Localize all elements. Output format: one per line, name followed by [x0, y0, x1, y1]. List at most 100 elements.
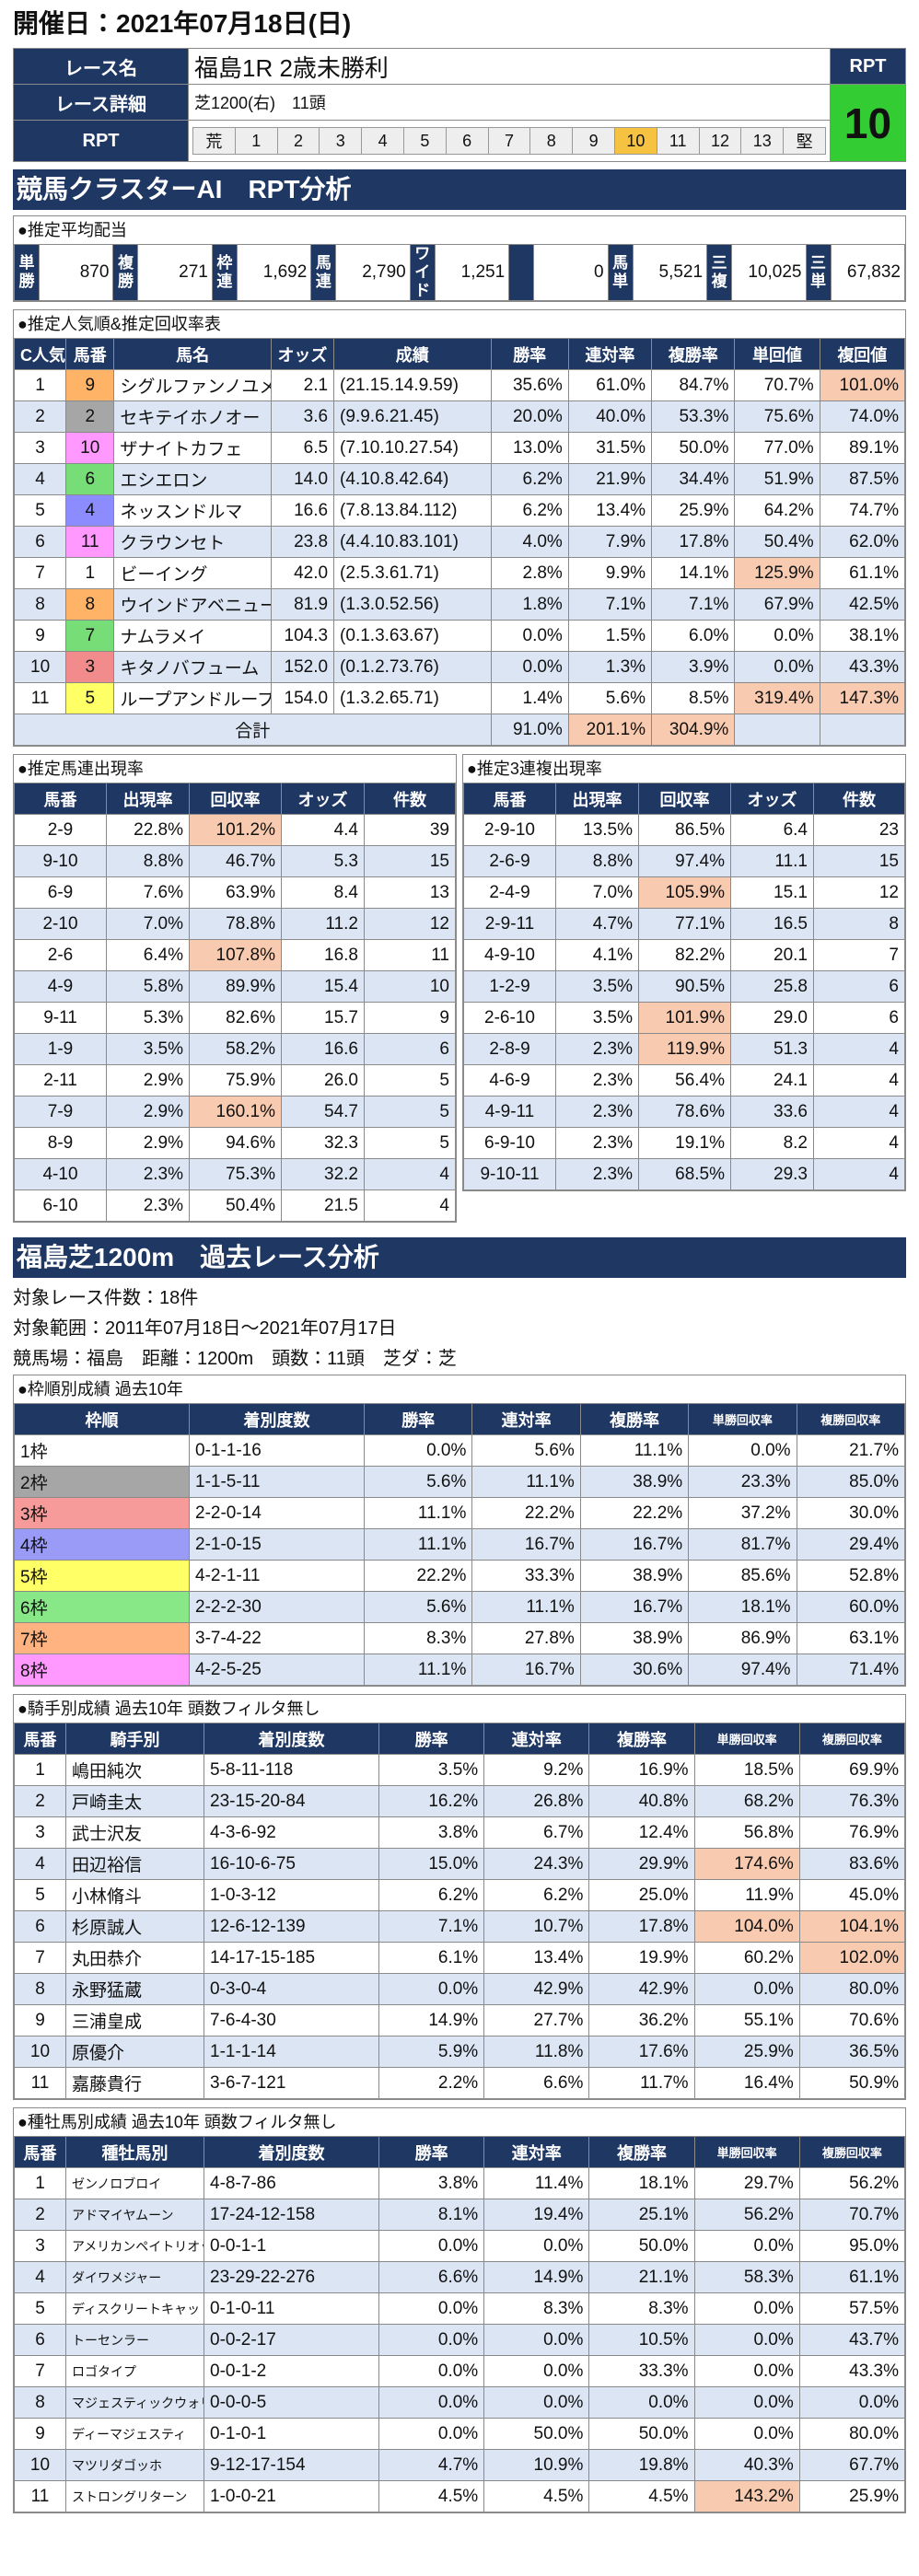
table-cell: 15	[364, 845, 456, 877]
table-cell: 1枠	[14, 1434, 190, 1467]
table-cell: 0-0-2-17	[204, 2324, 379, 2356]
table-cell: 9	[14, 2004, 66, 2036]
table-cell: 16.2%	[378, 1785, 485, 1817]
table-row: 2 2 セキテイホノオー 3.6 (9.9.6.21.45) 20.0% 40.0% 53.3…	[13, 400, 906, 433]
table-row: 2-9 22.8% 101.2% 4.4 39	[14, 814, 456, 846]
table-cell: 0.0%	[378, 2355, 485, 2387]
table-cell: 26.8%	[483, 1785, 590, 1817]
table-cell: 94.6%	[189, 1127, 282, 1159]
table-cell: 43.3%	[798, 2355, 906, 2387]
table-cell: (21.15.14.9.59)	[333, 369, 492, 401]
table-cell: 11.1%	[471, 1466, 581, 1498]
table-cell: 11.1	[730, 845, 814, 877]
table-cell: 8.3%	[588, 2292, 695, 2325]
table-cell: 6.7%	[483, 1816, 590, 1849]
column-header: 複勝率	[588, 2136, 695, 2168]
table-cell: 0.0%	[490, 620, 569, 652]
table-cell: 20.0%	[490, 400, 569, 433]
table-cell: 16.7%	[579, 1528, 690, 1561]
table-row: 4-9-10 4.1% 82.2% 20.1 7	[463, 939, 905, 971]
table-cell: 0.0%	[798, 2386, 906, 2419]
table-cell: 0.0%	[693, 2418, 800, 2450]
table-cell: ロゴタイプ	[65, 2355, 204, 2387]
column-header: 馬番	[14, 783, 107, 815]
side-by-side: ●推定馬連出現率 馬番 出現率 回収率 オッズ 件数 2-9 22.8% 101.2% 4.4 3…	[13, 754, 906, 1230]
rpt-head: RPT	[830, 48, 906, 85]
table-cell: 9-11	[14, 1002, 107, 1034]
table-cell: 2.8%	[490, 557, 569, 589]
table-cell: 6.0%	[651, 620, 736, 652]
table-cell: 0-1-0-1	[204, 2418, 379, 2450]
table-cell: 1	[14, 1754, 66, 1786]
table-cell: 53.3%	[651, 400, 736, 433]
table-cell: 101.0%	[819, 369, 906, 401]
table-cell: (1.3.0.52.56)	[333, 588, 492, 621]
table-cell: 67.7%	[798, 2449, 906, 2481]
table-cell: 4	[65, 494, 115, 527]
table-cell: 18.1%	[588, 2167, 695, 2199]
table-cell: 9	[14, 2418, 66, 2450]
table-cell: 6-9-10	[463, 1127, 556, 1159]
table-cell: 戸崎圭太	[65, 1785, 204, 1817]
table-cell: 52.8%	[796, 1560, 906, 1592]
table-cell: 4.5%	[483, 2480, 590, 2512]
table-cell: 23.3%	[688, 1466, 797, 1498]
table-cell: 0.0%	[734, 651, 820, 683]
table-cell: ディスクリートキャット	[65, 2292, 204, 2325]
table-cell: 18.5%	[693, 1754, 800, 1786]
table-cell: 2.1	[270, 369, 335, 401]
table-cell: 75.9%	[189, 1064, 282, 1097]
total-cell: 304.9%	[651, 714, 736, 746]
table-cell: 10.9%	[483, 2449, 590, 2481]
table-row: 4-6-9 2.3% 56.4% 24.1 4	[463, 1064, 905, 1097]
column-header: 複勝回収率	[798, 2136, 906, 2168]
table-cell: 5	[364, 1127, 456, 1159]
table-cell: 86.9%	[688, 1622, 797, 1654]
table-cell: 4	[14, 2261, 66, 2293]
table-cell: 89.9%	[189, 970, 282, 1003]
section-title: 福島芝1200m 過去レース分析	[13, 1237, 906, 1278]
rpt-scale-item: 13	[740, 127, 785, 155]
payout-row: 単勝 870 複勝 271 枠連 1,692 馬連 2,790 ワイド 1,251 0 馬単 5,521…	[14, 244, 905, 301]
table-cell: 4枠	[14, 1528, 190, 1561]
table-cell: 8	[13, 588, 67, 621]
table-cell: 90.5%	[638, 970, 731, 1003]
table-row: 2-6-9 8.8% 97.4% 11.1 15	[463, 845, 905, 877]
table-row: 3 10 ザナイトカフェ 6.5 (7.10.10.27.54) 13.0% 31.5% 50…	[13, 432, 906, 464]
table-cell: 4.5%	[588, 2480, 695, 2512]
table-cell: 12	[364, 908, 456, 940]
box-title: ●枠順別成績 過去10年	[17, 1380, 183, 1398]
table-cell: 4-10	[14, 1158, 107, 1190]
table-cell: ナムラメイ	[113, 620, 272, 652]
table-row: 5 小林脩斗 1-0-3-12 6.2% 6.2% 25.0% 11.9% 45.0%	[14, 1879, 906, 1911]
table-cell: 2-6-10	[463, 1002, 556, 1034]
table-cell: 68.2%	[693, 1785, 800, 1817]
table-cell: 6	[14, 2324, 66, 2356]
rpt-scale-item: 1	[234, 127, 278, 155]
table-cell: 101.2%	[189, 814, 282, 846]
payout-value: 870	[38, 244, 114, 301]
table-cell: 7.1%	[378, 1910, 485, 1943]
table-cell: 4	[364, 1189, 456, 1222]
table-cell: ストロングリターン	[65, 2480, 204, 2512]
table-cell: 0.0%	[483, 2386, 590, 2419]
column-header: オッズ	[730, 783, 814, 815]
table-cell: 16.6	[281, 1033, 365, 1065]
payout-value: 10,025	[731, 244, 807, 301]
payout-table: 単勝 870 複勝 271 枠連 1,692 馬連 2,790 ワイド 1,251 0 馬単 5,521…	[14, 244, 905, 301]
table-cell: 18.1%	[688, 1591, 797, 1623]
table-cell: 30.6%	[579, 1654, 690, 1686]
table-cell: 4-6-9	[463, 1064, 556, 1097]
table-cell: 6.5	[270, 432, 335, 464]
data-table: 馬番 騎手別 着別度数 勝率 連対率 複勝率 単勝回収率 複勝回収率 1 嶋田純次 5-8-11-1…	[14, 1723, 906, 2099]
rpt-scale: 荒 1 2 3 4 5 6 7 8 9 10 11 12 13 堅	[192, 127, 826, 155]
table-row: 1-9 3.5% 58.2% 16.6 6	[14, 1033, 456, 1065]
table-cell: 101.9%	[638, 1002, 731, 1034]
table-cell: 9	[13, 620, 67, 652]
table-cell: 5	[14, 1879, 66, 1911]
table-cell: 2枠	[14, 1466, 190, 1498]
table-cell: 22.2%	[579, 1497, 690, 1529]
table-cell: 2.3%	[106, 1189, 190, 1222]
column-header: 複勝率	[579, 1403, 690, 1435]
table-cell: 9-10	[14, 845, 107, 877]
